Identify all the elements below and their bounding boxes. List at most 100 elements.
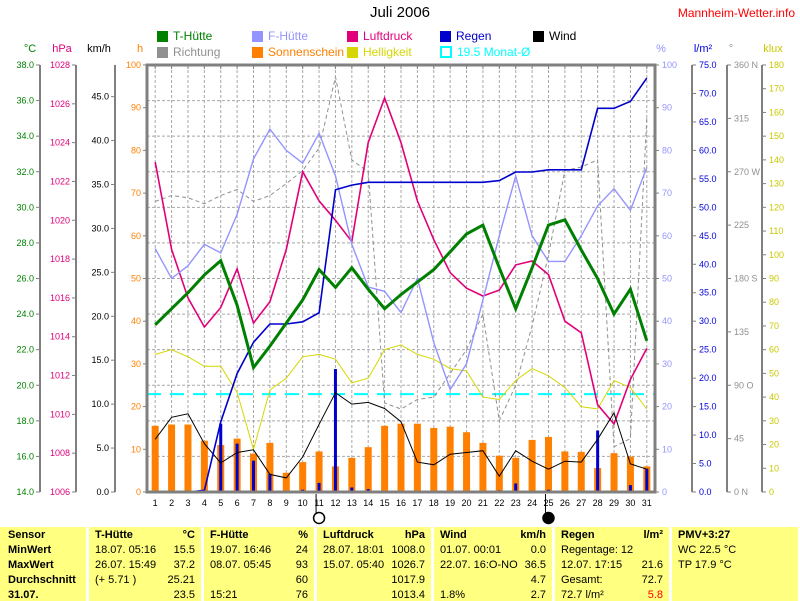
svg-text:20.0: 20.0: [16, 380, 34, 390]
svg-text:5: 5: [218, 498, 223, 508]
table-cell: 26.07. 15:49 37.2: [89, 557, 201, 572]
table-cell: TP 17.9 °C: [672, 557, 798, 572]
legend-swatch: [157, 46, 168, 58]
svg-text:90: 90: [769, 274, 779, 284]
column-name: PMV+3:27: [678, 528, 731, 541]
svg-text:40: 40: [769, 392, 779, 402]
svg-text:30.0: 30.0: [91, 223, 109, 233]
svg-text:17: 17: [412, 498, 422, 508]
svg-text:70: 70: [769, 321, 779, 331]
cell-text: WC 22.5 °C: [678, 543, 737, 556]
legend-swatch: [347, 46, 358, 58]
svg-text:35.0: 35.0: [699, 288, 717, 298]
svg-text:°: °: [729, 43, 733, 55]
row-label: 31.07.: [8, 588, 39, 601]
site-link[interactable]: Mannheim-Wetter.info: [677, 6, 795, 20]
svg-text:50: 50: [131, 274, 141, 284]
table-cell: 12.07. 17:15 21.6: [555, 557, 669, 572]
table-cell: WC 22.5 °C: [672, 542, 798, 557]
table-header-wind: Wind km/h: [434, 527, 552, 542]
axis-hPa: 1006 1008 1010 1012 1014 1016 1018 1020 1022 1024…: [50, 60, 77, 497]
legend-swatch: [440, 46, 452, 58]
table-cell: 1.8% 2.7: [434, 587, 552, 601]
cell-value: 76: [295, 588, 308, 601]
table-cell: 60: [204, 572, 314, 587]
axis-h: 0 10 20 30 40 50 60 70 80 90 100: [126, 60, 147, 497]
svg-text:60: 60: [131, 231, 141, 241]
svg-text:50: 50: [662, 274, 672, 284]
svg-text:30: 30: [625, 498, 635, 508]
series-regen-bars: [202, 369, 649, 492]
series-f-h-tte: [154, 127, 648, 392]
cell-value: 37.2: [173, 558, 195, 571]
table-header-regen: Regen l/m²: [555, 527, 669, 542]
cell-value: 23.5: [173, 588, 195, 601]
legend-swatch: [157, 30, 168, 42]
legend-swatch: [347, 30, 358, 42]
svg-text:180: 180: [769, 60, 784, 70]
cell-text: 72.7 l/m²: [561, 588, 604, 601]
svg-text:30: 30: [131, 359, 141, 369]
cell-value: 24: [295, 543, 308, 556]
moon-symbols: [312, 494, 555, 525]
svg-text:1012: 1012: [50, 371, 70, 381]
legend-label: Luftdruck: [363, 29, 413, 43]
gridlines: [147, 65, 655, 492]
cell-value: 5.8: [647, 588, 663, 601]
row-label: MaxWert: [8, 558, 54, 571]
svg-text:28: 28: [593, 498, 603, 508]
table-cell: 4.7: [434, 572, 552, 587]
cell-value: 15.5: [173, 543, 195, 556]
table-cell: 15:21 76: [204, 587, 314, 601]
svg-text:23: 23: [511, 498, 521, 508]
svg-text:14: 14: [363, 498, 373, 508]
svg-text:°C: °C: [24, 43, 36, 55]
svg-text:%: %: [656, 43, 666, 55]
svg-text:0.0: 0.0: [96, 487, 109, 497]
column-unit: °C: [182, 528, 195, 541]
cell-value: 0.0: [530, 543, 546, 556]
svg-text:19: 19: [445, 498, 455, 508]
svg-text:22.0: 22.0: [16, 345, 34, 355]
legend-label: 19.5 Monat-Ø: [457, 45, 531, 59]
legend-item-f-h-tte: F-Hütte: [252, 29, 308, 43]
svg-text:170: 170: [769, 84, 784, 94]
cell-value: 21.6: [641, 558, 663, 571]
table-cell: Regentage: 12: [555, 542, 669, 557]
axis-l/m²: 0.0 5.0 10.0 15.0 20.0 25.0 30.0 35.0 40.0 45.0 50…: [691, 60, 717, 497]
row-label: Durchschnitt: [8, 573, 76, 586]
column-unit: %: [298, 528, 308, 541]
svg-text:24: 24: [527, 498, 537, 508]
svg-text:360 N: 360 N: [734, 60, 758, 70]
series-t-h-tte: [154, 217, 649, 371]
svg-text:16.0: 16.0: [16, 451, 34, 461]
cell-value: 36.5: [524, 558, 546, 571]
table-header-sensor: Sensor: [0, 527, 86, 542]
table-row-label: Durchschnitt: [0, 572, 86, 587]
svg-text:20: 20: [769, 440, 779, 450]
cell-text: 28.07. 18:01: [323, 543, 385, 556]
svg-text:40: 40: [131, 316, 141, 326]
svg-text:25: 25: [543, 498, 553, 508]
svg-text:20: 20: [662, 402, 672, 412]
cell-text: 26.07. 15:49: [95, 558, 157, 571]
svg-text:2: 2: [169, 498, 174, 508]
svg-text:20: 20: [462, 498, 472, 508]
svg-text:4: 4: [202, 498, 207, 508]
cell-text: 1.8%: [440, 588, 466, 601]
svg-text:180 S: 180 S: [734, 274, 758, 284]
svg-text:135: 135: [734, 327, 749, 337]
svg-text:3: 3: [185, 498, 190, 508]
legend-item-luftdruck: Luftdruck: [347, 29, 412, 43]
svg-text:10.0: 10.0: [699, 430, 717, 440]
svg-text:30.0: 30.0: [699, 316, 717, 326]
svg-text:1006: 1006: [50, 487, 70, 497]
svg-text:1026: 1026: [50, 99, 70, 109]
cell-text: 08.07. 05:45: [210, 558, 272, 571]
svg-text:l/m²: l/m²: [694, 43, 713, 55]
svg-text:10: 10: [662, 444, 672, 454]
svg-text:10: 10: [769, 463, 779, 473]
svg-text:75.0: 75.0: [699, 60, 717, 70]
column-name: T-Hütte: [95, 528, 133, 541]
